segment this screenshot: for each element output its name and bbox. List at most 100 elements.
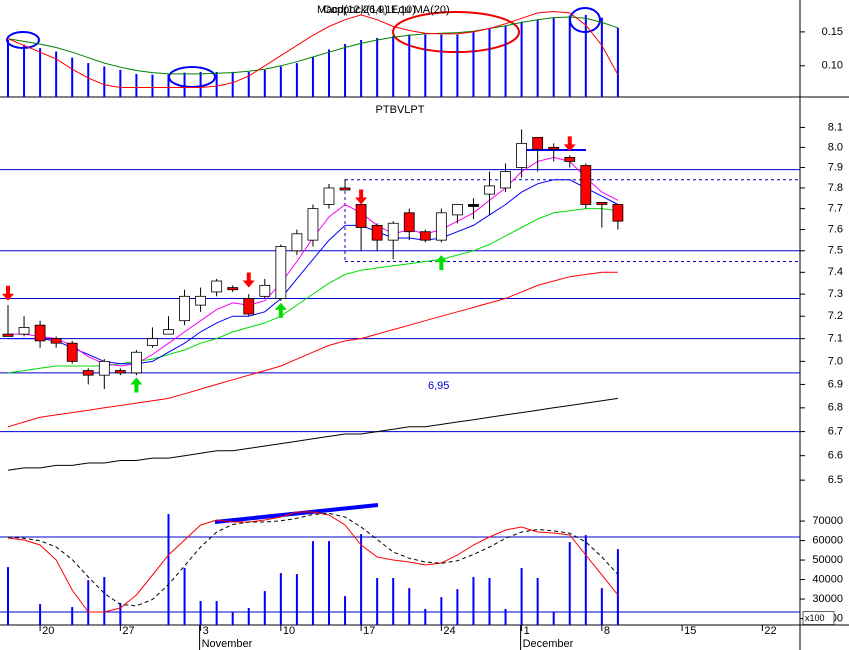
y-tick-label: 7.7 [828,203,843,215]
bar [263,591,266,625]
bar [440,34,443,97]
bar [103,66,106,97]
x-tick-label: 24 [443,625,455,637]
bar [520,21,523,98]
bar [119,602,122,625]
bar [87,63,90,97]
series-line [7,10,619,88]
bar [408,34,411,97]
candle-body [259,284,271,297]
sell-arrow [2,285,14,301]
candle-body [18,327,30,335]
bar [231,612,234,625]
x-tick-label: 10 [283,625,295,637]
bar [504,25,507,98]
candle-body [66,342,78,362]
candle-body [195,295,207,306]
bar [328,541,330,625]
bar [199,601,202,625]
y-tick-label: 0.15 [822,26,843,38]
candle-body [114,370,126,374]
bar [472,577,475,625]
candle-body [307,208,319,241]
bar [7,567,9,625]
bar [616,27,619,98]
y-tick-label: 6.9 [828,378,843,390]
bar [392,35,395,97]
candle-body [50,338,62,344]
y-tick-label: 6.6 [828,450,843,462]
bar [616,549,619,625]
series-line [7,511,619,613]
month-label: December [523,638,574,650]
bar [247,71,250,97]
sell-arrow [242,272,255,288]
bar [311,56,314,97]
candle-body [500,171,511,189]
buy-arrow [274,302,287,318]
bar [488,27,491,98]
candle-body [243,298,255,315]
bar [600,17,603,97]
series-line [7,16,619,75]
candle-body [163,329,174,335]
highlight-circle [392,11,520,53]
bar [600,588,603,625]
bar [360,534,363,625]
candle-body [339,187,351,191]
bar [344,44,347,97]
bar [328,49,330,97]
y-tick-label: 6.7 [828,425,843,437]
bar [87,580,90,625]
series-line [7,271,618,428]
x-tick-label: 27 [122,625,134,637]
bar [360,40,363,97]
unit-box [802,611,835,625]
sell-arrow [355,189,368,205]
bar [488,578,491,625]
bar [311,541,314,625]
candle-body [323,187,335,205]
bar [71,57,74,97]
candle-body [468,204,479,207]
bar [263,69,266,97]
y-tick-label: 7.2 [828,310,843,322]
candle-body [275,246,287,299]
y-tick-label: 8.0 [828,141,843,153]
x-tick-label: 3 [203,625,209,637]
bar [71,607,74,625]
bar [552,612,555,625]
bar [231,71,234,97]
y-tick-label: 7.8 [828,182,843,194]
candle-body [532,136,544,150]
x-tick-label: 17 [363,625,375,637]
bar [103,577,106,625]
bar [424,34,427,97]
panel-title: Macd(12,26,9) Equ MA(20) [317,4,450,16]
candle-body [403,212,415,233]
candle-body [98,360,110,376]
x-tick-label: 20 [42,625,54,637]
bar [376,578,379,625]
level-label: 6,95 [428,380,449,392]
candle-body [34,324,46,342]
bar [584,14,587,97]
candle-body [2,333,14,337]
candle-body [130,351,142,374]
bar [119,69,122,97]
candle-body [564,157,576,162]
bar [23,44,26,97]
bar [440,597,443,625]
bar [295,574,298,625]
panel-title: Coppock(14,11,10) [323,4,416,16]
bar [39,604,42,625]
bar [584,535,587,625]
y-tick-label: 7.3 [828,288,843,300]
y-tick-label: 7.0 [828,355,843,367]
series-line [7,397,618,471]
bar [568,542,571,625]
candle-body [371,224,383,241]
y-tick-label: 7.9 [828,161,843,173]
y-tick-label: 7.5 [828,245,843,257]
